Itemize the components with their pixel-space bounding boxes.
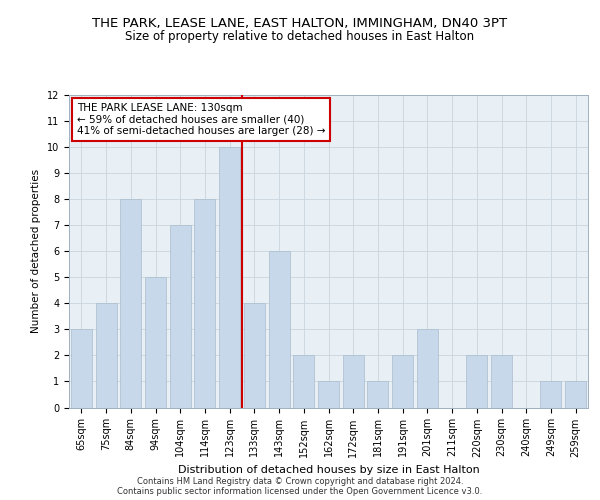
Bar xyxy=(145,278,166,407)
Bar xyxy=(343,356,364,408)
Bar xyxy=(95,304,116,408)
Text: Size of property relative to detached houses in East Halton: Size of property relative to detached ho… xyxy=(125,30,475,43)
Bar xyxy=(541,382,562,407)
Bar xyxy=(170,225,191,408)
Bar xyxy=(194,199,215,408)
Bar xyxy=(71,330,92,407)
Text: Contains HM Land Registry data © Crown copyright and database right 2024.: Contains HM Land Registry data © Crown c… xyxy=(137,476,463,486)
Bar xyxy=(120,199,141,408)
Y-axis label: Number of detached properties: Number of detached properties xyxy=(31,169,41,334)
Bar xyxy=(318,382,339,407)
Bar xyxy=(367,382,388,407)
Bar xyxy=(392,356,413,408)
Bar xyxy=(417,330,438,407)
Text: THE PARK LEASE LANE: 130sqm
← 59% of detached houses are smaller (40)
41% of sem: THE PARK LEASE LANE: 130sqm ← 59% of det… xyxy=(77,103,325,136)
Text: THE PARK, LEASE LANE, EAST HALTON, IMMINGHAM, DN40 3PT: THE PARK, LEASE LANE, EAST HALTON, IMMIN… xyxy=(92,18,508,30)
Bar xyxy=(491,356,512,408)
X-axis label: Distribution of detached houses by size in East Halton: Distribution of detached houses by size … xyxy=(178,465,479,475)
Bar xyxy=(269,251,290,408)
Bar xyxy=(244,304,265,408)
Bar xyxy=(466,356,487,408)
Bar xyxy=(293,356,314,408)
Text: Contains public sector information licensed under the Open Government Licence v3: Contains public sector information licen… xyxy=(118,488,482,496)
Bar xyxy=(565,382,586,407)
Bar xyxy=(219,147,240,407)
